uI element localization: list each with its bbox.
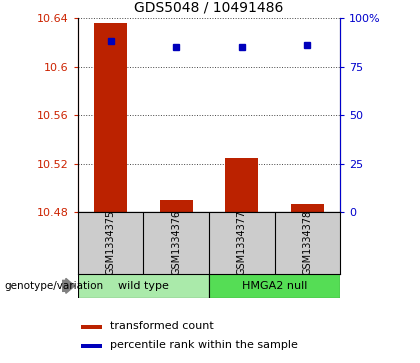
FancyArrow shape [62, 278, 75, 293]
Bar [291, 204, 324, 212]
Bar [81, 344, 102, 348]
Bar [160, 200, 192, 212]
Text: genotype/variation: genotype/variation [4, 281, 103, 291]
Bar [226, 158, 258, 212]
Text: HMGA2 null: HMGA2 null [242, 281, 307, 291]
Text: wild type: wild type [118, 281, 169, 291]
Bar [78, 274, 209, 298]
Bar [81, 325, 102, 329]
Text: GSM1334376: GSM1334376 [171, 209, 181, 274]
Bar [94, 23, 127, 212]
Bar [209, 274, 340, 298]
Text: GSM1334375: GSM1334375 [105, 209, 116, 274]
Text: GSM1334378: GSM1334378 [302, 209, 312, 274]
Text: GSM1334377: GSM1334377 [237, 209, 247, 274]
Text: percentile rank within the sample: percentile rank within the sample [110, 340, 298, 350]
Text: transformed count: transformed count [110, 321, 214, 331]
Title: GDS5048 / 10491486: GDS5048 / 10491486 [134, 0, 284, 14]
